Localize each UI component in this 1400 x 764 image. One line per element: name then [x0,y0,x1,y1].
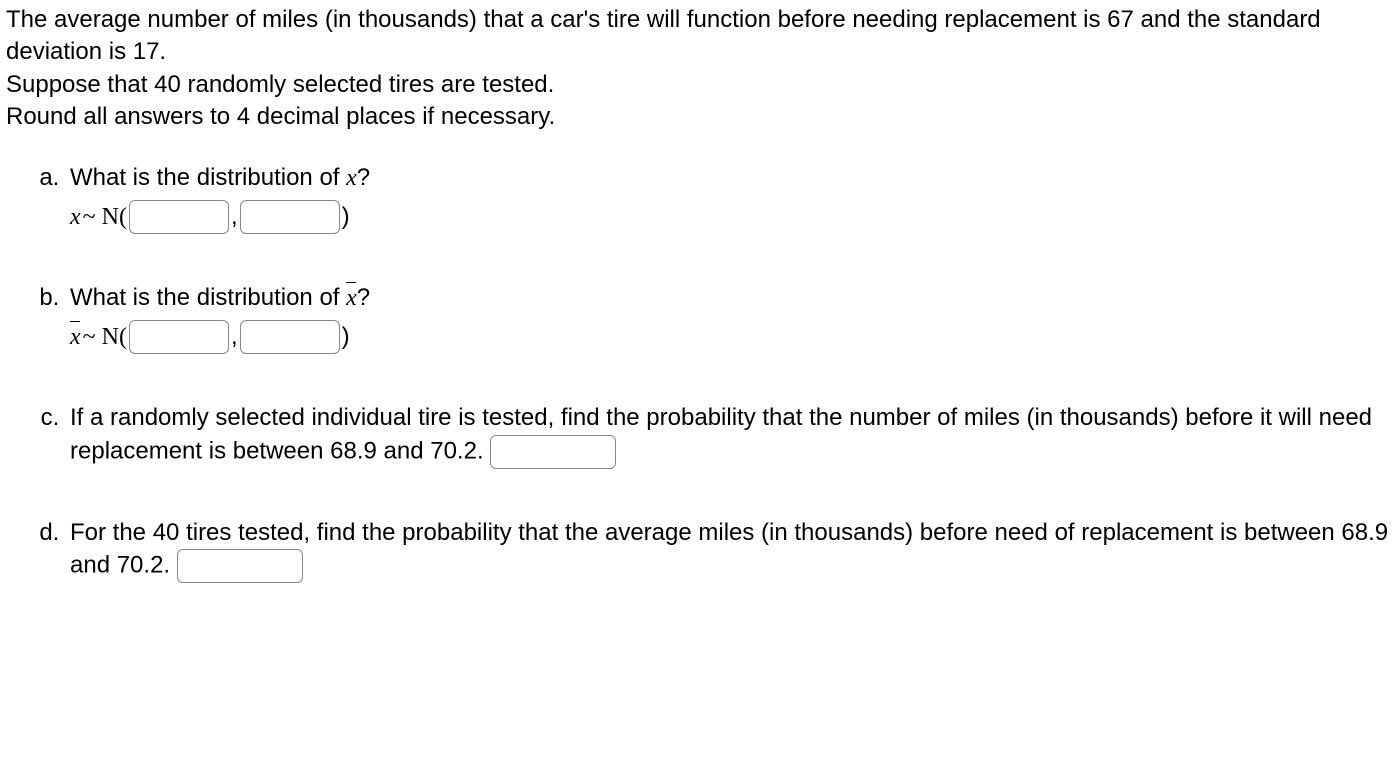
intro-text: The average number of miles (in thousand… [6,4,1394,134]
question-d: For the 40 tires tested, find the probab… [66,517,1394,583]
q-b-input-sd[interactable] [240,320,340,354]
question-a: What is the distribution of x? x ~ N( , … [66,162,1394,234]
intro-line-1: The average number of miles (in thousand… [6,6,1321,65]
q-d-input[interactable] [177,549,303,583]
q-b-input-mean[interactable] [129,320,229,354]
q-b-var: x [346,282,357,314]
intro-line-2: Suppose that 40 randomly selected tires … [6,71,554,98]
problem-container: The average number of miles (in thousand… [0,0,1400,587]
question-list: What is the distribution of x? x ~ N( , … [6,162,1394,584]
question-b: What is the distribution of x? x ~ N( , … [66,282,1394,354]
q-c-text: If a randomly selected individual tire i… [70,404,1372,464]
q-a-prompt-pre: What is the distribution of [70,164,346,191]
q-b-prompt-post: ? [357,284,370,311]
q-a-dist-line: x ~ N( , ) [70,200,1394,234]
q-a-dist-sym: ~ N( [83,201,127,233]
q-a-var: x [346,165,357,191]
q-a-close: ) [342,201,350,233]
q-a-input-mean[interactable] [129,200,229,234]
q-a-comma: , [231,201,238,233]
q-b-dist-var: x [70,321,81,353]
q-c-input[interactable] [490,435,616,469]
q-a-input-sd[interactable] [240,200,340,234]
question-c: If a randomly selected individual tire i… [66,402,1394,468]
q-a-prompt-post: ? [357,164,370,191]
q-b-comma: , [231,321,238,353]
intro-line-3: Round all answers to 4 decimal places if… [6,103,555,130]
q-a-dist-var: x [70,201,81,233]
q-b-dist-line: x ~ N( , ) [70,320,1394,354]
q-b-close: ) [342,321,350,353]
q-b-prompt-pre: What is the distribution of [70,284,346,311]
q-b-dist-sym: ~ N( [83,321,127,353]
